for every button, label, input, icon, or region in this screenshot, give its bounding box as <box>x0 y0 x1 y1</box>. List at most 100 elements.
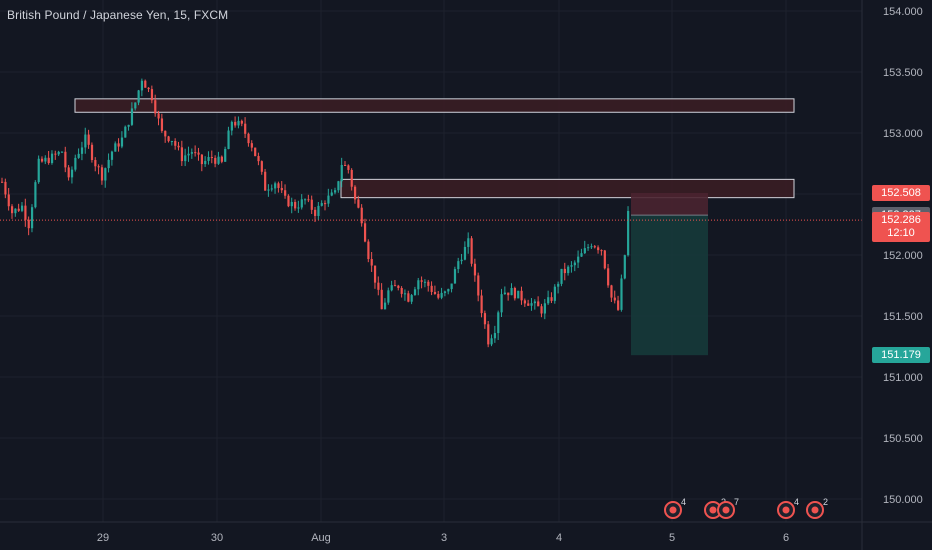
grid <box>0 0 862 522</box>
price-tick-label: 153.500 <box>883 67 923 79</box>
candle-body <box>340 164 343 182</box>
economic-events[interactable]: 42742 <box>664 497 828 519</box>
candle-body <box>290 201 293 207</box>
candle-body <box>40 158 44 162</box>
candle-body <box>14 208 17 214</box>
candle-body <box>607 268 610 286</box>
candle-body <box>127 124 130 127</box>
candle-body <box>187 153 190 156</box>
candle-body <box>470 238 473 264</box>
event-flag-icon[interactable]: 7 <box>717 497 739 519</box>
candle-body <box>177 145 180 148</box>
candle-body <box>334 190 337 193</box>
bar-countdown: 12:10 <box>887 227 915 240</box>
candle-body <box>577 256 580 263</box>
candle-body <box>610 285 613 298</box>
candle-body <box>617 300 620 310</box>
candle-body <box>397 285 400 288</box>
current-price-value: 152.286 <box>881 214 921 227</box>
candle-body <box>150 89 154 101</box>
candle-body <box>4 181 7 195</box>
candle-body <box>347 165 350 170</box>
candle-body <box>34 182 37 208</box>
price-tick-label: 153.000 <box>883 128 923 140</box>
candle-body <box>543 303 546 314</box>
candle-body <box>7 194 10 207</box>
candle-body <box>110 151 114 160</box>
time-tick-label: Aug <box>311 532 331 544</box>
candle-body <box>477 275 480 296</box>
zone-rectangle[interactable] <box>340 178 795 199</box>
candle-body <box>97 166 100 168</box>
candle-body <box>154 100 157 114</box>
candle-body <box>114 143 117 152</box>
stop-price-label: 152.508 <box>872 185 930 202</box>
event-count: 4 <box>681 497 686 507</box>
candle-body <box>387 290 390 303</box>
candle-body <box>44 157 47 162</box>
candle-body <box>580 253 583 257</box>
candle-body <box>77 153 80 158</box>
stop-loss-zone[interactable] <box>631 193 708 216</box>
candle-body <box>430 285 433 292</box>
candle-body <box>383 302 387 310</box>
candle-body <box>170 141 174 143</box>
candle-body <box>20 205 24 211</box>
candle-body <box>357 199 360 208</box>
event-flag-icon[interactable]: 2 <box>806 497 828 519</box>
candle-body <box>50 153 54 164</box>
event-flag-icon[interactable]: 4 <box>777 497 799 519</box>
candle-body <box>537 301 540 307</box>
short-position-tool[interactable] <box>631 193 708 356</box>
candle-body <box>107 159 110 169</box>
candle-body <box>330 192 333 196</box>
candle-body <box>240 120 243 124</box>
candle-body <box>350 169 353 187</box>
candle-body <box>164 130 167 137</box>
candle-body <box>197 152 200 155</box>
time-axis[interactable]: 29 30 Aug 3 4 5 6 <box>0 521 932 544</box>
candle-body <box>57 151 60 155</box>
zone-rectangle[interactable] <box>74 98 795 113</box>
current-price-label: 152.286 12:10 <box>872 212 930 243</box>
candle-body <box>297 207 300 209</box>
candle-body <box>254 147 257 157</box>
candle-body <box>314 209 317 216</box>
event-count: 4 <box>794 497 799 507</box>
candle-body <box>277 183 280 188</box>
candle-body <box>510 288 513 296</box>
candle-body <box>147 87 150 90</box>
event-flag-icon[interactable]: 4 <box>664 497 686 519</box>
time-tick-label: 30 <box>211 532 223 544</box>
candle-body <box>80 147 84 154</box>
candle-body <box>493 333 497 339</box>
candle-body <box>497 312 500 334</box>
candle-body <box>157 113 160 119</box>
candle-body <box>184 155 187 162</box>
target-price-label: 151.179 <box>872 347 930 364</box>
candle-body <box>460 259 463 262</box>
candle-body <box>264 171 267 191</box>
candle-body <box>363 223 367 242</box>
candle-body <box>94 160 97 167</box>
candle-body <box>124 126 127 138</box>
candle-body <box>413 289 417 296</box>
candle-body <box>280 187 283 191</box>
candle-body <box>343 164 347 166</box>
candle-body <box>623 255 626 279</box>
candle-body <box>90 144 94 161</box>
candle-body <box>530 303 533 306</box>
candle-body <box>547 297 550 304</box>
candle-body <box>507 292 510 296</box>
candle-body <box>417 280 420 290</box>
price-axis[interactable]: 154.000153.500153.000152.500152.000151.5… <box>861 0 923 550</box>
candle-body <box>573 262 576 266</box>
candle-body <box>603 250 606 269</box>
candle-body <box>563 268 566 274</box>
candle-body <box>27 219 30 229</box>
take-profit-zone[interactable] <box>631 215 708 356</box>
candle-body <box>550 297 553 301</box>
candle-body <box>220 156 223 162</box>
